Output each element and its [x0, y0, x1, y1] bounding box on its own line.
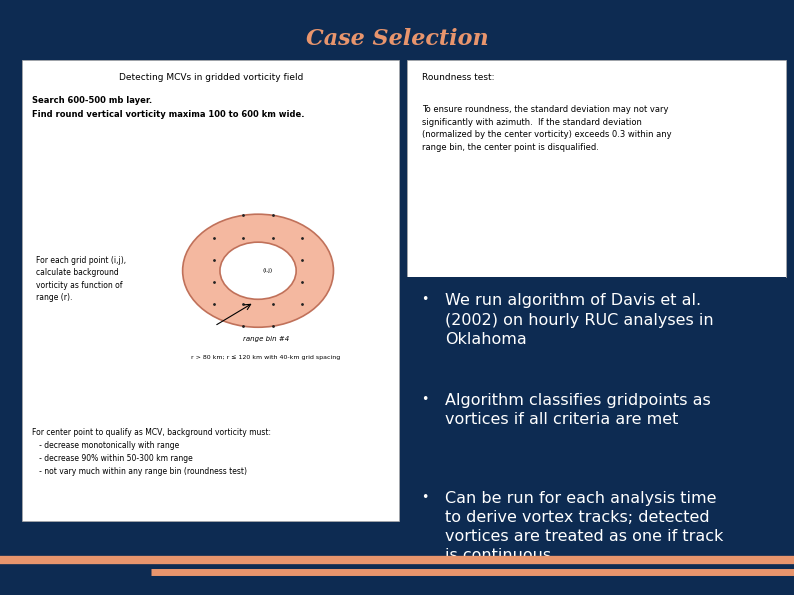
Text: Roundness test:: Roundness test:	[422, 73, 494, 82]
Text: •: •	[422, 491, 429, 504]
Text: Detecting MCVs in gridded vorticity field: Detecting MCVs in gridded vorticity fiel…	[118, 73, 303, 82]
Text: •: •	[422, 393, 429, 406]
Text: Can be run for each analysis time
to derive vortex tracks; detected
vortices are: Can be run for each analysis time to der…	[445, 491, 724, 563]
Text: Search 600-500 mb layer.: Search 600-500 mb layer.	[32, 96, 152, 105]
Text: For center point to qualify as MCV, background vorticity must:
   - decrease mon: For center point to qualify as MCV, back…	[32, 428, 271, 476]
Text: For each grid point (i,j),
calculate background
vorticity as function of
range (: For each grid point (i,j), calculate bac…	[36, 256, 126, 302]
Text: Find round vertical vorticity maxima 100 to 600 km wide.: Find round vertical vorticity maxima 100…	[32, 110, 304, 119]
Text: To ensure roundness, the standard deviation may not vary
significantly with azim: To ensure roundness, the standard deviat…	[422, 105, 671, 152]
Text: range bin #4: range bin #4	[243, 336, 289, 342]
Circle shape	[220, 242, 296, 299]
Text: (i,j): (i,j)	[262, 268, 272, 273]
FancyBboxPatch shape	[407, 60, 786, 277]
FancyBboxPatch shape	[407, 277, 786, 521]
Circle shape	[183, 214, 333, 327]
Text: We run algorithm of Davis et al.
(2002) on hourly RUC analyses in
Oklahoma: We run algorithm of Davis et al. (2002) …	[445, 293, 714, 347]
Text: Algorithm classifies gridpoints as
vortices if all criteria are met: Algorithm classifies gridpoints as vorti…	[445, 393, 711, 427]
FancyBboxPatch shape	[22, 60, 399, 521]
Text: Case Selection: Case Selection	[306, 28, 488, 49]
Text: r > 80 km; r ≤ 120 km with 40-km grid spacing: r > 80 km; r ≤ 120 km with 40-km grid sp…	[191, 355, 341, 360]
Text: •: •	[422, 293, 429, 306]
